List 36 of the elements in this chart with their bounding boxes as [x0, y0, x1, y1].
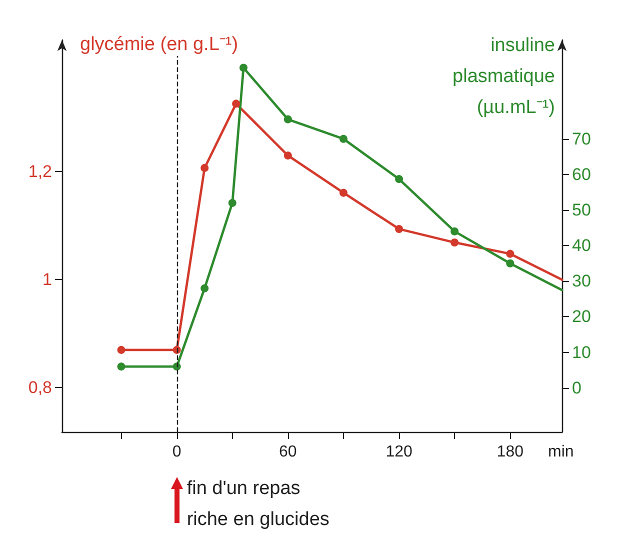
- x-tick-label: 0: [172, 444, 182, 460]
- y-tick-label: 1: [42, 270, 52, 290]
- y2-tick-label: 30: [572, 272, 591, 291]
- y2-tick-label: 40: [572, 236, 591, 256]
- point: [395, 175, 404, 184]
- point: [284, 115, 292, 124]
- point: [506, 259, 514, 268]
- point: [117, 362, 126, 371]
- point: [506, 250, 514, 258]
- y-tick-label: 0,8: [28, 378, 52, 398]
- x-tick-label: 180: [496, 444, 524, 460]
- point: [200, 164, 209, 172]
- point: [450, 227, 459, 236]
- point: [339, 188, 348, 197]
- point: [200, 284, 209, 292]
- x-tick-label: 120: [386, 444, 412, 460]
- y-tick-label: 1,2: [28, 162, 52, 182]
- x-tick-label: 60: [279, 444, 297, 460]
- y2-tick-label: 0: [572, 378, 582, 398]
- point: [284, 152, 292, 160]
- point: [232, 100, 240, 108]
- y2-tick-label: 50: [572, 200, 591, 220]
- point: [117, 346, 126, 354]
- y2-tick-label: 20: [572, 307, 591, 326]
- point: [239, 64, 248, 72]
- y2-tick-label: 10: [572, 342, 591, 362]
- point: [450, 238, 459, 246]
- y2-tick-label: 60: [572, 164, 591, 184]
- point: [339, 134, 348, 143]
- x-axis-title: min: [548, 444, 574, 460]
- point: [395, 224, 404, 233]
- y-axis-title: glycémie (en g.L⁻¹): [80, 30, 238, 56]
- y2-axis-title: insuline plasmatique (µu.mL⁻¹): [452, 34, 555, 120]
- y2-tick-label: 70: [572, 129, 591, 148]
- point: [228, 198, 236, 207]
- ref-line-label: fin d'un repas riche en glucides: [186, 477, 330, 532]
